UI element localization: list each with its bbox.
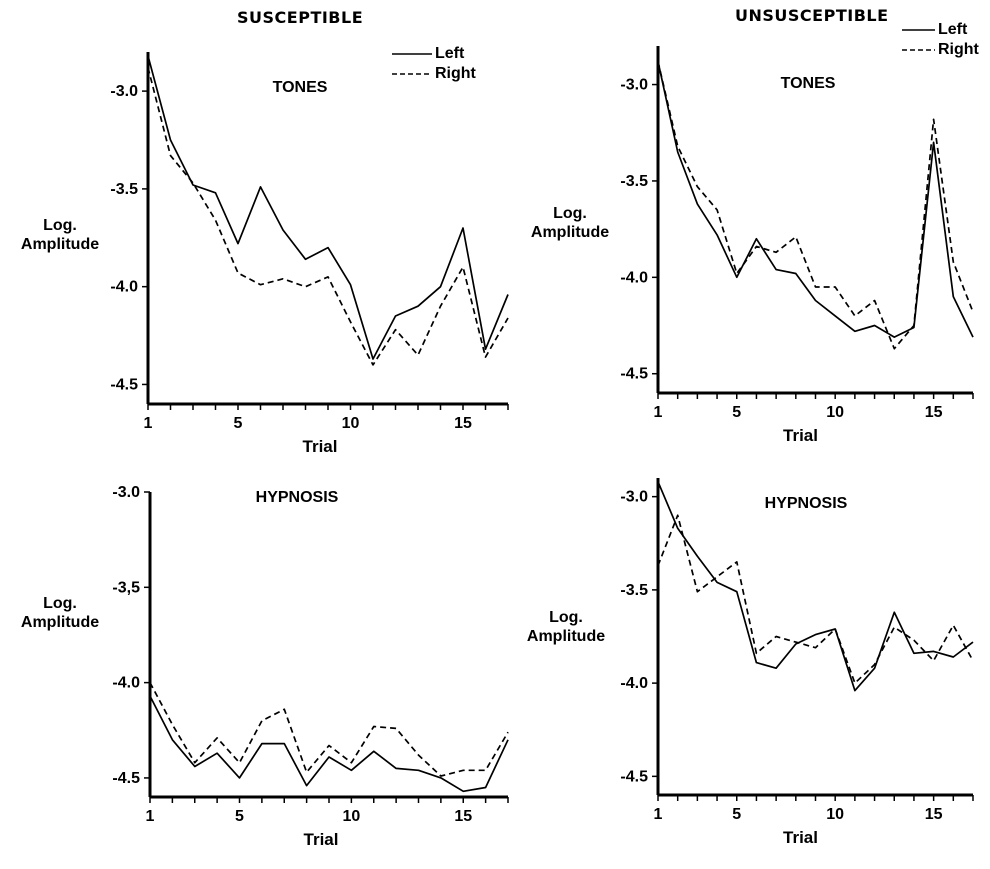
series-line-right [657, 514, 974, 684]
x-axis-label: Trial [304, 830, 339, 849]
y-axis-label: Log. [43, 595, 77, 612]
series-line-left [657, 61, 974, 338]
x-axis-label: Trial [783, 828, 818, 847]
legend-unsusceptible: Left Right [902, 20, 979, 60]
y-tick-label: -3.5 [620, 582, 648, 599]
series-line-right [149, 682, 509, 777]
panel-tones-susceptible: 1 5 10 15-3.0-3.5-4.0-4.5TrialLog.Amplitude… [21, 52, 509, 456]
x-tick-label: 15 [454, 808, 472, 825]
y-tick-label: -3.5 [110, 181, 138, 198]
y-tick-label: -4.5 [112, 770, 140, 787]
y-axis-label: Amplitude [21, 614, 99, 631]
series-line-right [147, 67, 509, 366]
x-tick-label: 5 [732, 806, 741, 823]
series-line-left [149, 695, 509, 793]
series-line-right [657, 61, 974, 350]
y-tick-label: -4.0 [620, 675, 648, 692]
column-header-susceptible: SUSCEPTIBLE [237, 8, 364, 27]
x-tick-label: 1 [654, 806, 663, 823]
x-tick-label: 1 [146, 808, 155, 825]
solid-line-icon [392, 53, 432, 55]
y-axis-label: Log. [549, 609, 583, 626]
x-axis-label: Trial [303, 437, 338, 456]
x-tick-label: 15 [454, 415, 472, 432]
legend-label-left: Left [435, 45, 465, 62]
panel-hypnosis-unsusceptible: 1 5 10 15-3.0-3.5-4.0-4.5TrialLog.Amplitude… [527, 478, 974, 847]
y-tick-label: -4.0 [110, 279, 138, 296]
x-tick-label: 1 [654, 404, 663, 421]
y-tick-label: -4.5 [620, 366, 648, 383]
panel-hypnosis-susceptible: 1 5 10 15-3.0-3,5-4.0-4.5TrialLog.Amplitude… [21, 484, 509, 849]
y-tick-label: -3,5 [112, 579, 140, 596]
y-tick-label: -3.0 [110, 83, 138, 100]
solid-line-icon [902, 29, 935, 31]
legend-item-left: Left [392, 44, 476, 64]
series-line-left [657, 481, 974, 692]
y-axis-label: Log. [43, 217, 77, 234]
y-tick-label: -4.5 [110, 376, 138, 393]
x-tick-label: 1 [144, 415, 153, 432]
y-tick-label: -3.0 [620, 77, 648, 94]
legend-item-right: Right [902, 40, 979, 60]
y-tick-label: -4.0 [112, 675, 140, 692]
x-tick-label: 10 [342, 808, 360, 825]
legend-item-left: Left [902, 20, 979, 40]
x-tick-label: 5 [234, 415, 243, 432]
y-tick-label: -4.0 [620, 269, 648, 286]
dashed-line-icon [392, 73, 432, 75]
y-tick-label: -3.0 [112, 484, 140, 501]
panel-title: TONES [273, 79, 328, 96]
y-axis-label: Amplitude [527, 628, 605, 645]
legend-susceptible: Left Right [392, 44, 476, 84]
panel-tones-unsusceptible: 1 5 10 15-3.0-3.5-4.0-4.5TrialLog.Amplitude… [531, 46, 974, 445]
dashed-line-icon [902, 49, 935, 51]
legend-label-right: Right [435, 65, 476, 82]
y-tick-label: -3.5 [620, 173, 648, 190]
x-axis-label: Trial [783, 426, 818, 445]
legend-item-right: Right [392, 64, 476, 84]
panel-title: TONES [781, 75, 836, 92]
y-tick-label: -3.0 [620, 489, 648, 506]
column-header-unsusceptible: UNSUSCEPTIBLE [735, 6, 889, 25]
y-tick-label: -4.5 [620, 768, 648, 785]
x-tick-label: 10 [826, 404, 844, 421]
panel-title: HYPNOSIS [256, 489, 339, 506]
x-tick-label: 5 [235, 808, 244, 825]
x-tick-label: 15 [925, 404, 943, 421]
x-tick-label: 5 [732, 404, 741, 421]
y-axis-label: Log. [553, 205, 587, 222]
x-tick-label: 10 [342, 415, 360, 432]
legend-label-right: Right [938, 41, 979, 58]
series-line-left [147, 55, 509, 360]
x-tick-label: 15 [925, 806, 943, 823]
panel-title: HYPNOSIS [765, 495, 848, 512]
y-axis-label: Amplitude [21, 236, 99, 253]
x-tick-label: 10 [826, 806, 844, 823]
y-axis-label: Amplitude [531, 224, 609, 241]
legend-label-left: Left [938, 21, 968, 38]
